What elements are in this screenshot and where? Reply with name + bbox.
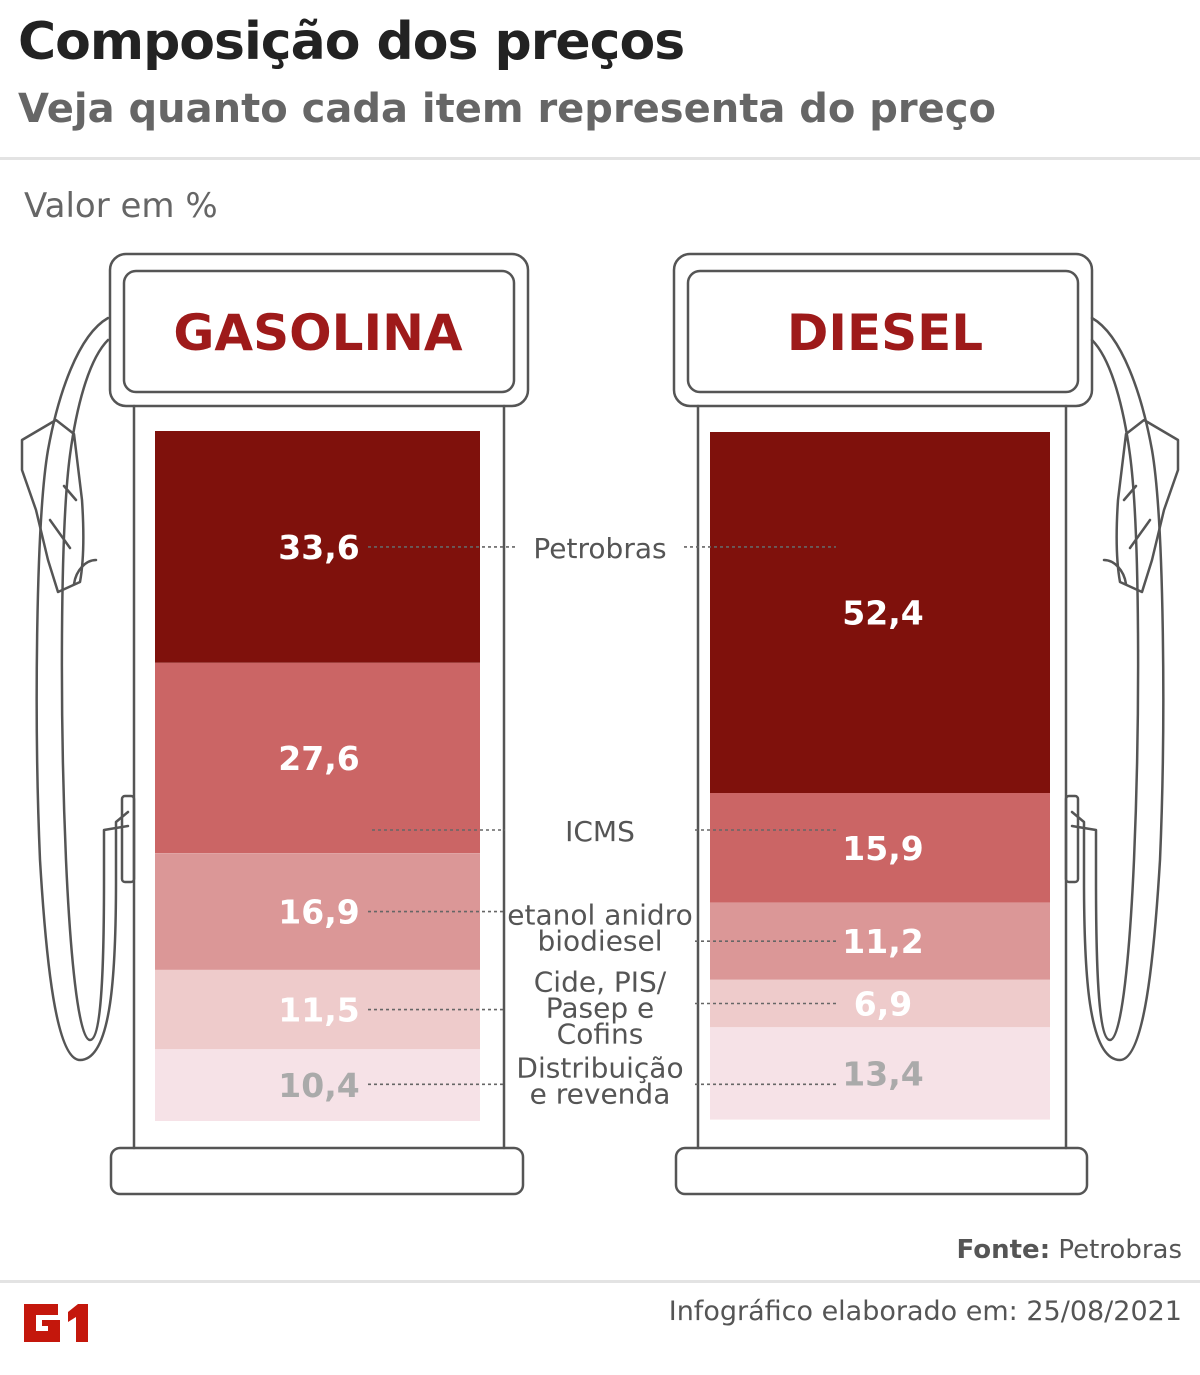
bar-gasolina-distribuicao-e-revenda <box>155 1049 480 1121</box>
series-label-distribuicao-e-revenda-line-1: Distribuição <box>516 1051 683 1084</box>
bar-diesel-icms <box>710 793 1050 903</box>
series-label-etanol-anidro-biodiesel-line-1: etanol anidro <box>507 898 692 931</box>
value-label-diesel-icms: 15,9 <box>842 829 923 868</box>
value-label-gasolina-cide-pis-pasep-e-cofins: 11,5 <box>278 991 359 1030</box>
value-label-diesel-etanol-anidro-biodiesel: 11,2 <box>842 922 923 961</box>
bar-gasolina-petrobras <box>155 431 480 663</box>
source-value: Petrobras <box>1058 1235 1182 1265</box>
value-label-gasolina-petrobras: 33,6 <box>278 528 359 567</box>
footer-note: Infográfico elaborado em: 25/08/2021 <box>668 1296 1182 1327</box>
header-divider <box>0 157 1200 160</box>
series-label-cide-pis-pasep-e-cofins-line-1: Cide, PIS/ <box>534 966 667 999</box>
category-title-diesel: DIESEL <box>787 304 983 362</box>
fuel-price-chart: GASOLINA DIESEL 33,6 52,4 27,6 15,9 16,9 11,2… <box>20 252 1180 1196</box>
value-label-diesel-cide-pis-pasep-e-cofins: 6,9 <box>854 985 912 1024</box>
bar-diesel-petrobras <box>710 432 1050 793</box>
series-label-icms: ICMS <box>565 815 635 848</box>
gasolina-pump-outline <box>20 252 530 1196</box>
unit-label: Valor em % <box>24 186 218 226</box>
chart-title: Composição dos preços <box>18 12 685 72</box>
connectors-layer <box>368 546 836 1086</box>
bar-gasolina-etanol-anidro-biodiesel <box>155 853 480 970</box>
bar-gasolina-cide-pis-pasep-e-cofins <box>155 969 480 1050</box>
value-label-gasolina-etanol-anidro-biodiesel: 16,9 <box>278 893 359 932</box>
footer-divider <box>0 1280 1200 1283</box>
values-layer: 33,6 52,4 27,6 15,9 16,9 11,2 11,5 6,9 10,4 13,4 <box>278 528 923 1105</box>
bar-gasolina-icms <box>155 662 480 854</box>
bar-diesel-cide-pis-pasep-e-cofins <box>710 979 1050 1028</box>
series-label-petrobras: Petrobras <box>533 532 666 565</box>
series-label-cide-pis-pasep-e-cofins-line-3: Cofins <box>557 1018 644 1051</box>
g1-logo <box>18 1300 94 1348</box>
source-label: Fonte: <box>956 1235 1051 1265</box>
series-label-cide-pis-pasep-e-cofins-line-2: Pasep e <box>546 992 655 1025</box>
g1-logo-mark <box>24 1304 88 1342</box>
series-label-distribuicao-e-revenda-line-2: e revenda <box>530 1077 671 1110</box>
bars-layer <box>155 431 1050 1121</box>
category-title-gasolina: GASOLINA <box>173 304 463 362</box>
value-label-diesel-distribuicao-e-revenda: 13,4 <box>842 1055 923 1094</box>
chart-subtitle: Veja quanto cada item representa do preç… <box>18 86 996 132</box>
g1-logo-1-shape <box>68 1304 88 1342</box>
bar-diesel-distribuicao-e-revenda <box>710 1027 1050 1120</box>
series-label-etanol-anidro-biodiesel-line-2: biodiesel <box>537 924 662 957</box>
value-label-diesel-petrobras: 52,4 <box>842 594 923 633</box>
bar-diesel-etanol-anidro-biodiesel <box>710 902 1050 980</box>
source-note: Fonte: Petrobras <box>957 1235 1182 1265</box>
value-label-gasolina-icms: 27,6 <box>278 739 359 778</box>
diesel-pump-outline <box>672 252 1180 1196</box>
g1-logo-g-shape <box>24 1304 60 1342</box>
gas-pump-outlines <box>20 252 1180 1196</box>
value-label-gasolina-distribuicao-e-revenda: 10,4 <box>278 1066 359 1105</box>
